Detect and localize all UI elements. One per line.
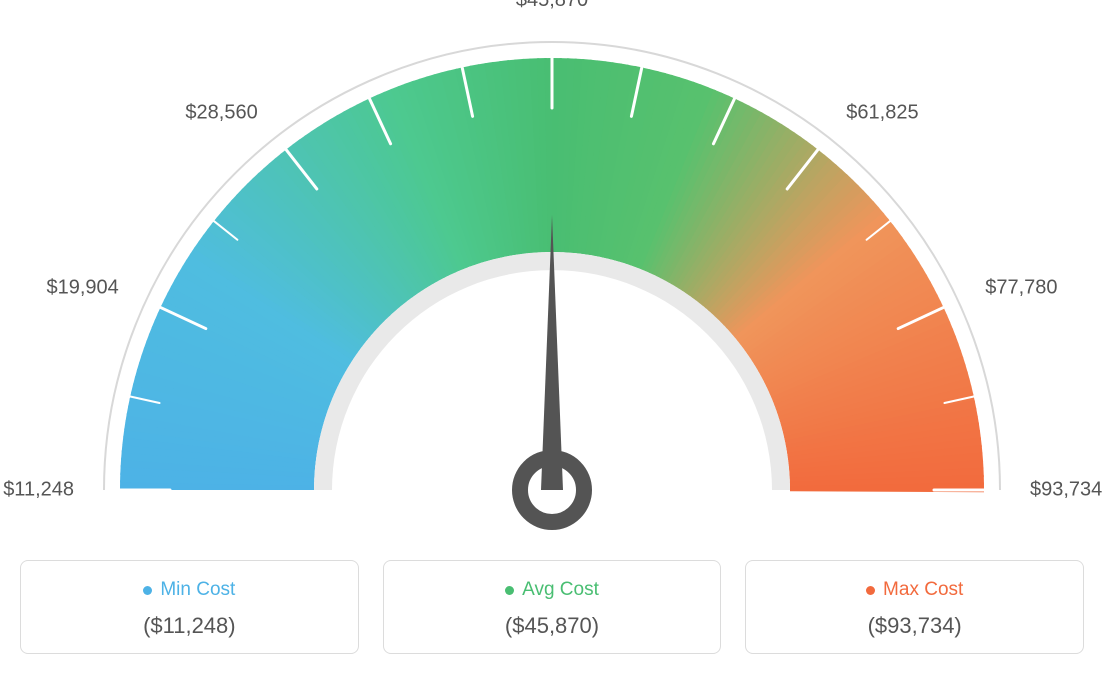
legend-title-avg: Avg Cost xyxy=(505,579,599,601)
legend-row: Min Cost ($11,248) Avg Cost ($45,870) Ma… xyxy=(20,560,1084,654)
legend-label-min: Min Cost xyxy=(160,579,235,601)
legend-label-avg: Avg Cost xyxy=(522,579,599,601)
legend-title-min: Min Cost xyxy=(143,579,235,601)
scale-label: $45,870 xyxy=(516,0,588,12)
legend-card-min: Min Cost ($11,248) xyxy=(20,560,359,654)
legend-dot-max xyxy=(866,586,875,595)
gauge-svg xyxy=(20,20,1084,540)
scale-label: $28,560 xyxy=(185,102,257,125)
legend-card-avg: Avg Cost ($45,870) xyxy=(383,560,722,654)
legend-dot-min xyxy=(143,586,152,595)
scale-label: $61,825 xyxy=(846,102,918,125)
legend-value-max: ($93,734) xyxy=(756,613,1073,639)
legend-label-max: Max Cost xyxy=(883,579,963,601)
scale-label: $19,904 xyxy=(46,276,118,299)
scale-label: $93,734 xyxy=(1030,479,1102,502)
legend-card-max: Max Cost ($93,734) xyxy=(745,560,1084,654)
gauge-chart: $11,248$19,904$28,560$45,870$61,825$77,7… xyxy=(20,20,1084,540)
cost-gauge-container: $11,248$19,904$28,560$45,870$61,825$77,7… xyxy=(20,20,1084,654)
legend-title-max: Max Cost xyxy=(866,579,963,601)
legend-dot-avg xyxy=(505,586,514,595)
scale-label: $77,780 xyxy=(985,276,1057,299)
legend-value-min: ($11,248) xyxy=(31,613,348,639)
legend-value-avg: ($45,870) xyxy=(394,613,711,639)
scale-label: $11,248 xyxy=(3,479,74,502)
